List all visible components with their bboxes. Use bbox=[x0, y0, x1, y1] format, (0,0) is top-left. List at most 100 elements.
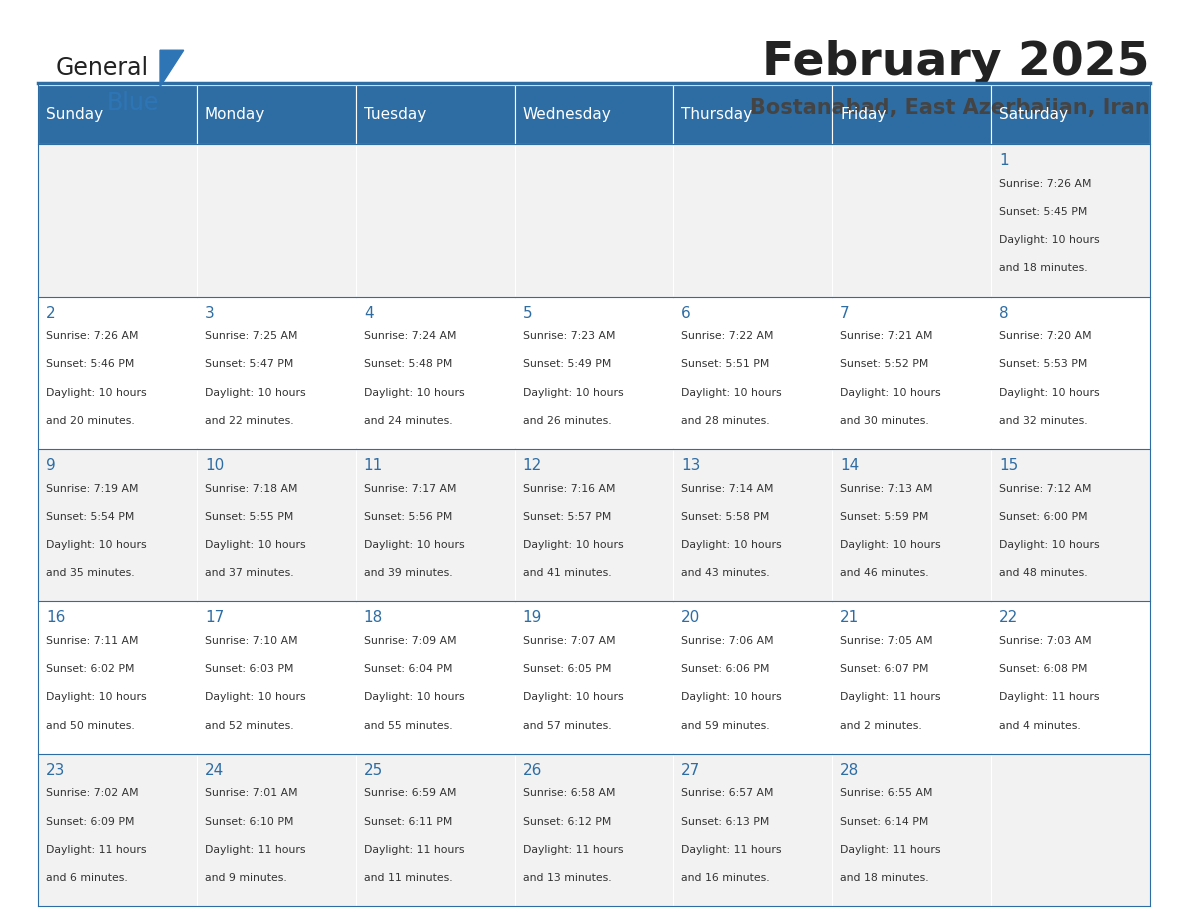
Text: Sunset: 5:58 PM: Sunset: 5:58 PM bbox=[682, 512, 770, 521]
FancyBboxPatch shape bbox=[356, 84, 514, 144]
FancyBboxPatch shape bbox=[356, 601, 514, 754]
Text: 27: 27 bbox=[682, 763, 701, 778]
Text: Daylight: 11 hours: Daylight: 11 hours bbox=[206, 845, 305, 855]
Text: Daylight: 10 hours: Daylight: 10 hours bbox=[364, 387, 465, 397]
Text: Daylight: 10 hours: Daylight: 10 hours bbox=[999, 235, 1100, 245]
Text: Daylight: 10 hours: Daylight: 10 hours bbox=[999, 540, 1100, 550]
Text: Sunset: 6:12 PM: Sunset: 6:12 PM bbox=[523, 817, 611, 826]
Text: Sunrise: 7:22 AM: Sunrise: 7:22 AM bbox=[682, 331, 773, 341]
Text: Sunrise: 7:06 AM: Sunrise: 7:06 AM bbox=[682, 636, 773, 646]
Text: 25: 25 bbox=[364, 763, 383, 778]
Text: Sunrise: 7:18 AM: Sunrise: 7:18 AM bbox=[206, 484, 297, 494]
FancyBboxPatch shape bbox=[832, 144, 991, 297]
Text: 4: 4 bbox=[364, 306, 373, 320]
Text: Sunrise: 7:12 AM: Sunrise: 7:12 AM bbox=[999, 484, 1092, 494]
Text: and 48 minutes.: and 48 minutes. bbox=[999, 568, 1087, 578]
Text: and 37 minutes.: and 37 minutes. bbox=[206, 568, 293, 578]
Text: Tuesday: Tuesday bbox=[364, 107, 426, 122]
Text: Daylight: 10 hours: Daylight: 10 hours bbox=[46, 387, 147, 397]
Text: 3: 3 bbox=[206, 306, 215, 320]
Text: and 18 minutes.: and 18 minutes. bbox=[840, 873, 929, 883]
Text: Sunrise: 7:26 AM: Sunrise: 7:26 AM bbox=[46, 331, 139, 341]
Text: and 41 minutes.: and 41 minutes. bbox=[523, 568, 611, 578]
FancyBboxPatch shape bbox=[38, 449, 197, 601]
Text: Daylight: 10 hours: Daylight: 10 hours bbox=[364, 540, 465, 550]
Text: Sunrise: 7:01 AM: Sunrise: 7:01 AM bbox=[206, 789, 298, 799]
Text: Daylight: 11 hours: Daylight: 11 hours bbox=[840, 692, 941, 702]
Text: 13: 13 bbox=[682, 458, 701, 473]
FancyBboxPatch shape bbox=[674, 297, 832, 449]
Text: 14: 14 bbox=[840, 458, 859, 473]
Text: Sunset: 5:49 PM: Sunset: 5:49 PM bbox=[523, 360, 611, 369]
Text: Sunrise: 7:17 AM: Sunrise: 7:17 AM bbox=[364, 484, 456, 494]
FancyBboxPatch shape bbox=[991, 449, 1150, 601]
FancyBboxPatch shape bbox=[832, 84, 991, 144]
Text: Sunset: 6:03 PM: Sunset: 6:03 PM bbox=[206, 665, 293, 674]
FancyBboxPatch shape bbox=[197, 144, 356, 297]
Text: and 9 minutes.: and 9 minutes. bbox=[206, 873, 286, 883]
Text: Daylight: 10 hours: Daylight: 10 hours bbox=[682, 540, 782, 550]
Text: and 13 minutes.: and 13 minutes. bbox=[523, 873, 611, 883]
FancyBboxPatch shape bbox=[356, 144, 514, 297]
FancyBboxPatch shape bbox=[514, 601, 674, 754]
Text: and 28 minutes.: and 28 minutes. bbox=[682, 416, 770, 426]
Text: Daylight: 11 hours: Daylight: 11 hours bbox=[840, 845, 941, 855]
Text: Sunset: 5:56 PM: Sunset: 5:56 PM bbox=[364, 512, 453, 521]
Text: and 11 minutes.: and 11 minutes. bbox=[364, 873, 453, 883]
Text: Sunrise: 7:16 AM: Sunrise: 7:16 AM bbox=[523, 484, 615, 494]
Text: 9: 9 bbox=[46, 458, 56, 473]
Text: Sunset: 5:59 PM: Sunset: 5:59 PM bbox=[840, 512, 929, 521]
Text: and 4 minutes.: and 4 minutes. bbox=[999, 721, 1081, 731]
Text: Sunset: 5:52 PM: Sunset: 5:52 PM bbox=[840, 360, 929, 369]
Text: Sunrise: 7:23 AM: Sunrise: 7:23 AM bbox=[523, 331, 615, 341]
Text: Sunset: 5:48 PM: Sunset: 5:48 PM bbox=[364, 360, 453, 369]
FancyBboxPatch shape bbox=[197, 754, 356, 906]
Text: Daylight: 10 hours: Daylight: 10 hours bbox=[206, 692, 305, 702]
FancyBboxPatch shape bbox=[38, 84, 197, 144]
Text: 20: 20 bbox=[682, 610, 701, 625]
Text: Sunrise: 7:10 AM: Sunrise: 7:10 AM bbox=[206, 636, 298, 646]
Text: 5: 5 bbox=[523, 306, 532, 320]
FancyBboxPatch shape bbox=[832, 754, 991, 906]
FancyBboxPatch shape bbox=[674, 144, 832, 297]
Text: and 39 minutes.: and 39 minutes. bbox=[364, 568, 453, 578]
Text: Sunset: 6:00 PM: Sunset: 6:00 PM bbox=[999, 512, 1087, 521]
Text: 19: 19 bbox=[523, 610, 542, 625]
FancyBboxPatch shape bbox=[38, 144, 197, 297]
Text: Sunset: 6:14 PM: Sunset: 6:14 PM bbox=[840, 817, 929, 826]
Text: Sunrise: 7:20 AM: Sunrise: 7:20 AM bbox=[999, 331, 1092, 341]
Text: Sunrise: 6:59 AM: Sunrise: 6:59 AM bbox=[364, 789, 456, 799]
Text: Sunrise: 6:58 AM: Sunrise: 6:58 AM bbox=[523, 789, 615, 799]
Text: Sunset: 5:51 PM: Sunset: 5:51 PM bbox=[682, 360, 770, 369]
Text: and 46 minutes.: and 46 minutes. bbox=[840, 568, 929, 578]
Text: 1: 1 bbox=[999, 153, 1009, 168]
FancyBboxPatch shape bbox=[991, 297, 1150, 449]
Text: 15: 15 bbox=[999, 458, 1018, 473]
Text: and 43 minutes.: and 43 minutes. bbox=[682, 568, 770, 578]
Text: Sunrise: 7:13 AM: Sunrise: 7:13 AM bbox=[840, 484, 933, 494]
Text: Sunrise: 6:57 AM: Sunrise: 6:57 AM bbox=[682, 789, 773, 799]
Text: Sunrise: 7:05 AM: Sunrise: 7:05 AM bbox=[840, 636, 933, 646]
Text: Sunrise: 7:24 AM: Sunrise: 7:24 AM bbox=[364, 331, 456, 341]
Text: Daylight: 10 hours: Daylight: 10 hours bbox=[46, 540, 147, 550]
Text: and 2 minutes.: and 2 minutes. bbox=[840, 721, 922, 731]
Text: 23: 23 bbox=[46, 763, 65, 778]
Text: Sunrise: 7:26 AM: Sunrise: 7:26 AM bbox=[999, 179, 1092, 189]
Text: Sunset: 6:02 PM: Sunset: 6:02 PM bbox=[46, 665, 134, 674]
FancyBboxPatch shape bbox=[197, 84, 356, 144]
Text: Daylight: 10 hours: Daylight: 10 hours bbox=[840, 387, 941, 397]
Text: Bostanabad, East Azerbaijan, Iran: Bostanabad, East Azerbaijan, Iran bbox=[750, 97, 1150, 118]
Text: 21: 21 bbox=[840, 610, 859, 625]
FancyBboxPatch shape bbox=[674, 84, 832, 144]
FancyBboxPatch shape bbox=[197, 601, 356, 754]
Text: Daylight: 10 hours: Daylight: 10 hours bbox=[523, 387, 624, 397]
Text: Sunset: 6:07 PM: Sunset: 6:07 PM bbox=[840, 665, 929, 674]
Text: and 32 minutes.: and 32 minutes. bbox=[999, 416, 1087, 426]
Text: 7: 7 bbox=[840, 306, 849, 320]
Text: Sunset: 5:47 PM: Sunset: 5:47 PM bbox=[206, 360, 293, 369]
Text: Sunrise: 7:25 AM: Sunrise: 7:25 AM bbox=[206, 331, 297, 341]
Text: Daylight: 10 hours: Daylight: 10 hours bbox=[523, 540, 624, 550]
Text: Saturday: Saturday bbox=[999, 107, 1068, 122]
Text: Friday: Friday bbox=[840, 107, 886, 122]
Text: and 18 minutes.: and 18 minutes. bbox=[999, 263, 1087, 274]
